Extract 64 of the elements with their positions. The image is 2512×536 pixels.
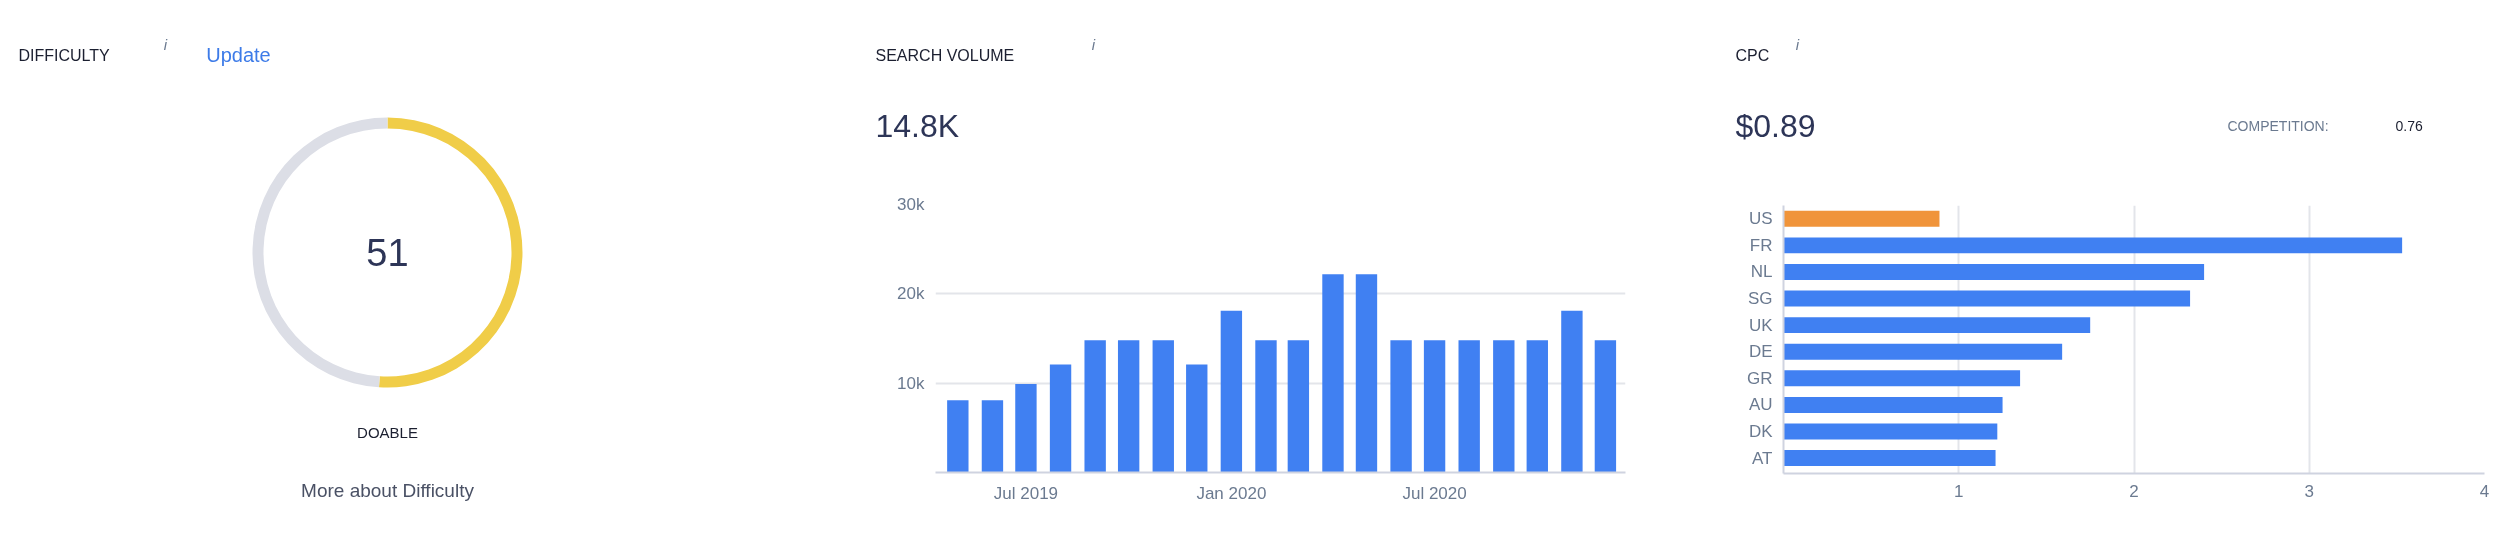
y-tick-label: DE	[1748, 342, 1773, 362]
y-tick-label: AT	[1752, 448, 1773, 468]
bar	[1287, 340, 1310, 473]
bar	[1186, 364, 1208, 473]
y-tick-label: 30k	[897, 195, 925, 214]
text: $0.89	[1735, 107, 1816, 144]
bar	[947, 400, 969, 473]
bar	[1783, 370, 2021, 387]
chart-title: CPC	[1735, 47, 1770, 64]
text: i	[1091, 36, 1096, 53]
bar	[1783, 343, 2063, 360]
y-tick-label: US	[1748, 209, 1773, 229]
text: COMPETITION:	[2227, 117, 2329, 134]
text: DIFFICULTY	[18, 47, 111, 64]
bar	[1783, 396, 2003, 413]
bar	[1084, 340, 1106, 473]
x-tick-label: 2	[2129, 481, 2139, 501]
y-tick-label: 10k	[897, 373, 925, 393]
bar	[1783, 210, 1940, 227]
bar	[1255, 340, 1277, 473]
x-tick-label: 1	[1954, 481, 1964, 501]
text: 0.76	[2395, 117, 2423, 134]
y-tick-label: AU	[1748, 395, 1773, 415]
bar	[1526, 340, 1548, 473]
bar	[1423, 340, 1446, 473]
y-tick-label: GR	[1747, 368, 1773, 388]
bar	[1493, 340, 1515, 473]
text: 14.8K	[875, 107, 960, 144]
text: i	[163, 36, 168, 53]
text: 51	[366, 232, 409, 274]
bar	[1783, 450, 1996, 467]
bar	[1390, 340, 1412, 473]
y-tick-label: UK	[1748, 315, 1774, 335]
bar	[1220, 310, 1243, 473]
bar	[1152, 340, 1174, 473]
x-tick-label: 3	[2304, 481, 2314, 501]
bar	[1783, 290, 2191, 307]
bar	[1783, 237, 2403, 254]
text: Update	[206, 43, 271, 66]
x-tick-label: 4	[2479, 481, 2490, 501]
bar	[1783, 317, 2091, 334]
y-tick-label: 20k	[897, 284, 925, 304]
y-tick-label: DK	[1748, 421, 1774, 441]
x-tick-label: Jul 2020	[1402, 483, 1467, 503]
bar	[1783, 263, 2205, 280]
text: i	[1795, 36, 1800, 53]
x-tick-label: Jul 2019	[993, 483, 1059, 503]
bar	[1117, 340, 1140, 473]
bar	[1458, 340, 1480, 473]
bar	[981, 400, 1004, 473]
bar	[1561, 310, 1583, 473]
chart-title: SEARCH VOLUME	[875, 47, 1015, 64]
y-tick-label: NL	[1750, 262, 1773, 282]
x-tick-label: Jan 2020	[1196, 483, 1267, 503]
y-tick-label: SG	[1747, 289, 1773, 309]
bar	[1355, 274, 1378, 473]
bar	[1322, 274, 1344, 473]
text: More about Difficulty	[301, 480, 475, 501]
bar	[1015, 384, 1037, 473]
bar	[1783, 423, 1998, 440]
text: DOABLE	[357, 424, 418, 441]
y-tick-label: FR	[1749, 235, 1773, 255]
bar	[1594, 340, 1617, 473]
bar	[1049, 364, 1072, 473]
